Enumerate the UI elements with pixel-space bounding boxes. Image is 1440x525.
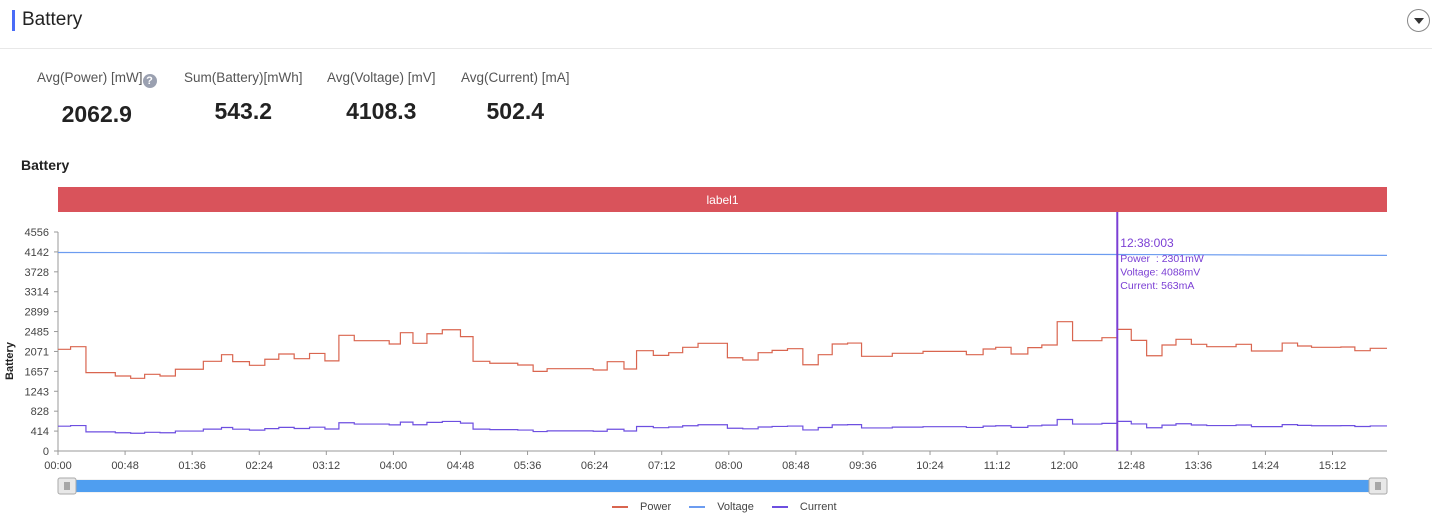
y-tick-label: 3314: [25, 287, 49, 299]
chart-legend: Power Voltage Current: [612, 501, 837, 513]
header-accent-bar: [12, 10, 15, 31]
legend-item-voltage[interactable]: Voltage: [689, 501, 754, 513]
x-tick-label: 04:00: [380, 460, 408, 472]
legend-swatch: [689, 506, 706, 508]
zoom-slider-range[interactable]: [58, 480, 1387, 492]
legend-item-power[interactable]: Power: [612, 501, 671, 513]
metric-sum-battery: Sum(Battery)[mWh] 543.2: [184, 70, 303, 125]
x-tick-label: 03:12: [313, 460, 341, 472]
x-tick-label: 09:36: [849, 460, 877, 472]
series-line-power: [58, 321, 1387, 379]
x-tick-label: 13:36: [1185, 460, 1213, 472]
y-tick-label: 2899: [25, 307, 49, 319]
x-tick-label: 00:48: [111, 460, 139, 472]
x-tick-label: 08:48: [782, 460, 810, 472]
band-label: label1: [706, 193, 738, 207]
x-tick-label: 11:12: [984, 460, 1011, 472]
tooltip-line: Voltage: 4088mV: [1120, 267, 1200, 279]
x-tick-label: 06:24: [581, 460, 609, 472]
x-tick-label: 10:24: [916, 460, 944, 472]
y-tick-label: 4556: [25, 227, 49, 239]
x-tick-label: 00:00: [44, 460, 72, 472]
y-axis-label: Battery: [4, 341, 16, 380]
legend-label: Power: [640, 501, 672, 513]
metric-label: Sum(Battery)[mWh]: [184, 70, 303, 85]
band-label-bar[interactable]: [58, 187, 1387, 212]
x-tick-label: 12:48: [1117, 460, 1145, 472]
chevron-down-circle-icon[interactable]: [1407, 9, 1430, 32]
y-tick-label: 2071: [25, 346, 49, 358]
x-tick-label: 08:00: [715, 460, 743, 472]
y-tick-label: 0: [43, 446, 49, 458]
series-line-voltage: [57, 251, 1388, 256]
x-tick-label: 14:24: [1252, 460, 1280, 472]
metric-label: Avg(Voltage) [mV]: [327, 70, 436, 85]
metric-avg-current: Avg(Current) [mA] 502.4: [461, 70, 570, 125]
legend-swatch: [612, 506, 628, 508]
y-tick-label: 414: [31, 426, 49, 438]
section-title: Battery: [22, 9, 83, 30]
x-tick-label: 04:48: [447, 460, 475, 472]
tooltip-line: Power : 2301mW: [1120, 253, 1204, 265]
y-tick-label: 1243: [25, 386, 49, 398]
x-tick-label: 12:00: [1050, 460, 1078, 472]
metric-value: 4108.3: [346, 98, 417, 124]
x-tick-label: 02:24: [245, 460, 273, 472]
y-tick-label: 828: [31, 406, 49, 418]
metric-value: 543.2: [214, 98, 273, 124]
y-tick-label: 1657: [25, 366, 49, 378]
metric-avg-voltage: Avg(Voltage) [mV] 4108.3: [327, 70, 436, 125]
legend-label: Current: [799, 501, 837, 513]
x-tick-label: 05:36: [514, 460, 542, 472]
tooltip-time: 12:38:003: [1120, 236, 1174, 250]
x-tick-label: 07:12: [648, 460, 676, 472]
tooltip-line: Current: 563mA: [1120, 280, 1194, 292]
legend-swatch: [771, 506, 788, 508]
y-tick-label: 2485: [25, 327, 49, 339]
metric-label: Avg(Power) [mW]: [37, 70, 143, 85]
section-header: Battery: [0, 0, 1432, 49]
metric-avg-power: Avg(Power) [mW]? 2062.9: [37, 70, 157, 128]
x-tick-label: 15:12: [1319, 460, 1347, 472]
series-line-current: [58, 418, 1387, 434]
metric-value: 502.4: [486, 98, 545, 124]
y-tick-label: 4142: [25, 247, 49, 259]
metric-value: 2062.9: [61, 101, 132, 127]
help-icon[interactable]: ?: [142, 74, 157, 88]
legend-label: Voltage: [717, 501, 754, 513]
x-tick-label: 01:36: [178, 460, 206, 472]
metric-label: Avg(Current) [mA]: [461, 70, 570, 85]
legend-item-current[interactable]: Current: [771, 501, 837, 513]
y-tick-label: 3728: [25, 267, 49, 279]
chart-title: Battery: [21, 157, 70, 173]
